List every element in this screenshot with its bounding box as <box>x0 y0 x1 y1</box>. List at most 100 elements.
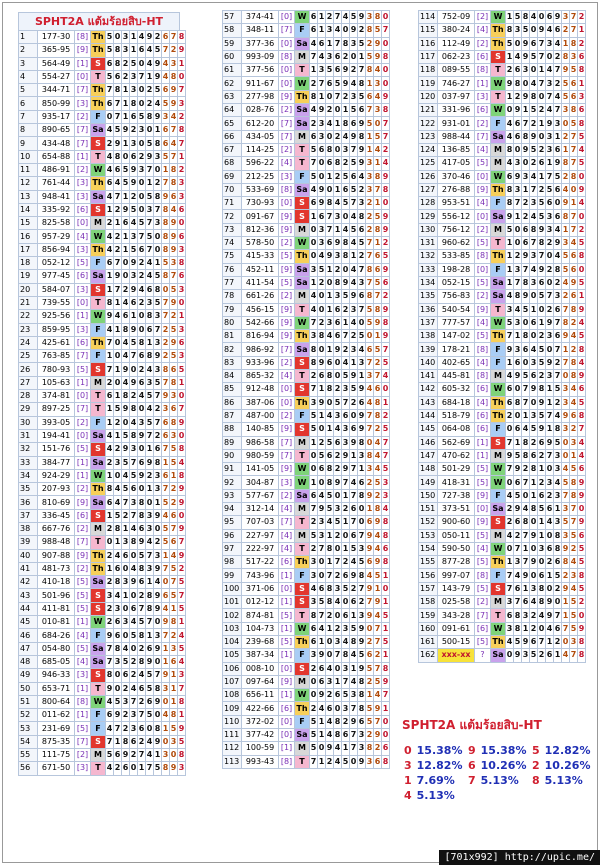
bracket: [7] <box>74 123 91 138</box>
digit: 7 <box>373 289 382 304</box>
digit: 1 <box>537 315 546 331</box>
bracket: [5] <box>474 462 491 477</box>
digit: 7 <box>317 608 326 623</box>
bracket: [8] <box>474 249 491 264</box>
code: 089-55 <box>437 63 475 78</box>
digit: 9 <box>153 601 162 617</box>
digit: 5 <box>177 601 186 617</box>
bracket: [5] <box>74 256 91 271</box>
row: 92 304-87 [3] W 1 0 8 9 7 4 6 2 5 3 <box>222 475 390 490</box>
digit: 5 <box>569 462 578 477</box>
digit: 7 <box>553 63 562 78</box>
digit: 3 <box>529 355 538 371</box>
day: F <box>90 256 106 271</box>
digit: 6 <box>161 83 170 98</box>
digit: 7 <box>113 109 122 125</box>
row: 126 370-46 [0] W 6 9 3 4 1 7 5 2 8 0 <box>418 169 586 184</box>
digit: 6 <box>553 209 562 224</box>
digit: 9 <box>529 382 538 397</box>
digit: 2 <box>553 275 562 291</box>
stat-percent: 5.13% <box>416 789 455 802</box>
row-number: 115 <box>418 23 438 38</box>
row-number: 161 <box>418 634 438 650</box>
digit: 6 <box>317 581 326 597</box>
digit: 1 <box>309 435 318 450</box>
digit: 3 <box>317 515 326 530</box>
code: 091-61 <box>437 621 475 636</box>
code: 470-62 <box>437 448 475 464</box>
bracket: [9] <box>278 262 295 277</box>
digit: 5 <box>105 43 114 58</box>
row: 107 097-64 [9] M 0 6 3 1 7 4 8 2 5 9 <box>222 674 390 690</box>
bracket: [3] <box>74 242 91 258</box>
row: 20 584-07 [3] S 1 7 2 9 4 6 8 0 5 3 <box>18 282 186 297</box>
bracket: [7] <box>474 129 491 144</box>
digit: 5 <box>577 541 586 557</box>
digit: 2 <box>381 408 390 424</box>
code: 136-85 <box>437 142 475 158</box>
row-number: 46 <box>18 628 38 643</box>
digit: 8 <box>381 661 390 676</box>
digit: 2 <box>333 262 342 277</box>
code: 980-59 <box>241 448 279 464</box>
digit: 1 <box>325 36 334 51</box>
digit: 0 <box>333 608 342 623</box>
code: 777-57 <box>437 315 475 331</box>
digit: 7 <box>333 89 342 105</box>
digit: 9 <box>121 123 130 138</box>
row: 48 685-05 [4] Sa 7 3 5 2 8 9 0 1 6 4 <box>18 654 186 670</box>
digit: 6 <box>577 382 586 397</box>
row: 160 091-61 [6] W 3 8 1 2 0 4 6 7 5 9 <box>418 621 586 636</box>
digit: 7 <box>169 123 178 138</box>
digit: 6 <box>577 528 586 543</box>
digit: 4 <box>129 216 138 231</box>
digit: 1 <box>105 468 114 484</box>
row-number: 157 <box>418 581 438 597</box>
digit: 7 <box>365 236 374 251</box>
digit: 0 <box>153 242 162 258</box>
row-number: 19 <box>18 269 38 284</box>
digit: 9 <box>537 23 546 38</box>
bracket: [9] <box>278 222 295 238</box>
digit: 7 <box>145 242 154 258</box>
digit: 3 <box>309 568 318 583</box>
digit: 1 <box>153 123 162 138</box>
digit: 2 <box>341 49 350 65</box>
stat: 6 10.26% <box>468 758 526 773</box>
digit: 1 <box>577 289 586 304</box>
digit: 5 <box>169 561 178 577</box>
digit: 8 <box>177 748 186 763</box>
digit: 4 <box>129 561 138 577</box>
digit: 1 <box>161 455 170 470</box>
digit: 1 <box>105 402 114 417</box>
digit: 4 <box>113 482 122 497</box>
digit: 9 <box>153 641 162 656</box>
day: M <box>90 216 106 231</box>
bracket: [8] <box>474 63 491 78</box>
code: 924-29 <box>37 468 75 484</box>
bracket: [1] <box>474 76 491 91</box>
bracket: [8] <box>278 754 295 769</box>
digit: 8 <box>577 408 586 424</box>
digit: 9 <box>545 595 554 610</box>
row: 1 177-30 [8] Th 5 0 3 1 4 9 2 6 7 8 <box>18 29 186 45</box>
digit: 3 <box>553 448 562 464</box>
digit: 4 <box>113 588 122 603</box>
digit: 7 <box>145 615 154 630</box>
digit: 5 <box>309 142 318 158</box>
digit: 1 <box>529 488 538 503</box>
digit: 8 <box>521 129 530 144</box>
day: T <box>294 448 310 464</box>
row: 143 684-18 [4] Th 6 8 7 0 9 1 2 3 4 5 <box>418 395 586 410</box>
digit: 0 <box>317 342 326 357</box>
digit: 8 <box>161 202 170 218</box>
digit: 0 <box>357 501 366 517</box>
digit: 6 <box>505 382 514 397</box>
bracket: [3] <box>74 176 91 191</box>
digit: 3 <box>317 129 326 144</box>
digit: 6 <box>577 103 586 118</box>
row-number: 113 <box>222 754 242 769</box>
digit: 5 <box>129 56 138 71</box>
digit: 0 <box>381 196 390 211</box>
digit: 2 <box>169 309 178 324</box>
